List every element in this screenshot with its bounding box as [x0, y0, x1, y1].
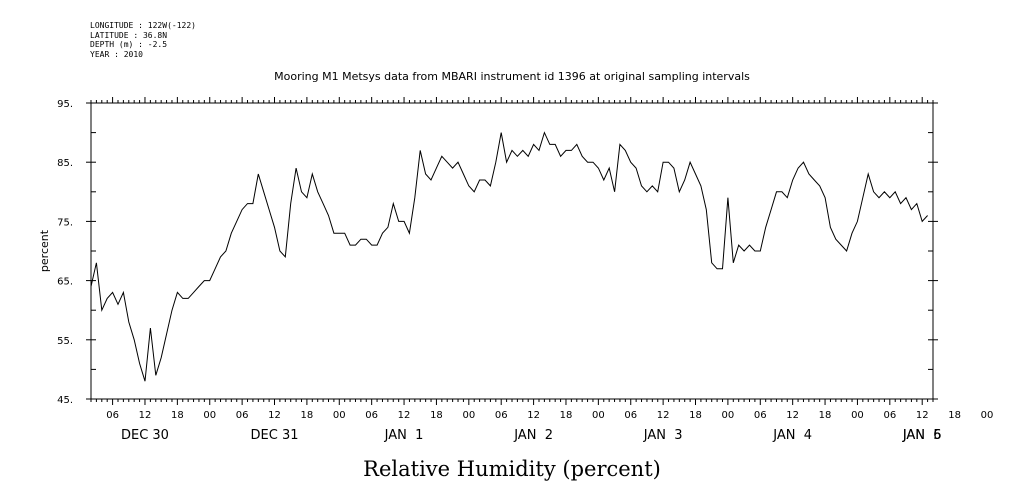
x-hour-label: 06	[495, 410, 508, 421]
x-hour-label: 00	[981, 410, 994, 421]
x-day-label: JAN 6	[902, 428, 942, 443]
y-tick-label: 65.	[57, 277, 73, 288]
longitude-text: LONGITUDE : 122W(-122)	[90, 21, 196, 30]
y-tick-label: 45.	[57, 395, 73, 406]
x-hour-label: 00	[333, 410, 346, 421]
x-hour-label: 00	[851, 410, 864, 421]
x-hour-label: 00	[722, 410, 735, 421]
humidity-series-line	[90, 131, 928, 382]
x-hour-label: 18	[948, 410, 961, 421]
x-hour-label: 12	[786, 410, 799, 421]
x-day-label: DEC 31	[251, 428, 299, 443]
plot-frame	[90, 102, 934, 400]
x-hour-label: 12	[916, 410, 929, 421]
x-hour-label: 18	[560, 410, 573, 421]
x-day-label: JAN 5	[902, 428, 942, 443]
x-day-label: JAN 1	[384, 428, 424, 443]
year-text: YEAR : 2010	[90, 49, 143, 59]
x-axis-label: Relative Humidity (percent)	[363, 457, 661, 481]
x-hour-label: 12	[657, 410, 670, 421]
location-metadata: LONGITUDE : 122W(-122) LATITUDE : 36.8N …	[90, 21, 196, 59]
y-tick-label: 55.	[57, 336, 73, 347]
depth-text: DEPTH (m) : -2.5	[90, 40, 168, 49]
x-hour-label: 00	[592, 410, 605, 421]
x-hour-label: 00	[203, 410, 216, 421]
x-hour-label: 06	[624, 410, 637, 421]
x-hour-label: 12	[139, 410, 152, 421]
x-axis: 06 12 18 00 06 12 18 00 06 12 18 00 06 12 18 00 06 12 18 00…	[90, 97, 994, 443]
x-hour-label: 12	[398, 410, 411, 421]
x-hour-label: 06	[754, 410, 767, 421]
x-day-label: JAN 2	[513, 428, 553, 443]
y-tick-label: 95.	[57, 99, 73, 110]
x-hour-label: 18	[171, 410, 184, 421]
y-tick-label: 75.	[57, 217, 73, 228]
x-day-label: DEC 30	[121, 428, 169, 443]
x-day-label: JAN 4	[772, 428, 812, 443]
x-hour-label: 06	[106, 410, 119, 421]
x-day-label: JAN 3	[643, 428, 683, 443]
x-hour-label: 18	[689, 410, 702, 421]
y-axis: 45. 55. 65. 75. 85. 95.	[57, 99, 938, 406]
x-hour-label: 00	[462, 410, 475, 421]
x-hour-label: 06	[365, 410, 378, 421]
y-axis-label: percent	[38, 229, 51, 272]
x-hour-label: 18	[301, 410, 314, 421]
x-hour-label: 06	[236, 410, 249, 421]
x-hour-label: 12	[527, 410, 540, 421]
x-hour-label: 18	[819, 410, 832, 421]
x-hour-label: 12	[268, 410, 281, 421]
y-tick-label: 85.	[57, 158, 73, 169]
latitude-text: LATITUDE : 36.8N	[90, 30, 168, 40]
x-hour-label: 18	[430, 410, 443, 421]
x-hour-label: 06	[883, 410, 896, 421]
chart-title: Mooring M1 Metsys data from MBARI instru…	[274, 70, 750, 83]
